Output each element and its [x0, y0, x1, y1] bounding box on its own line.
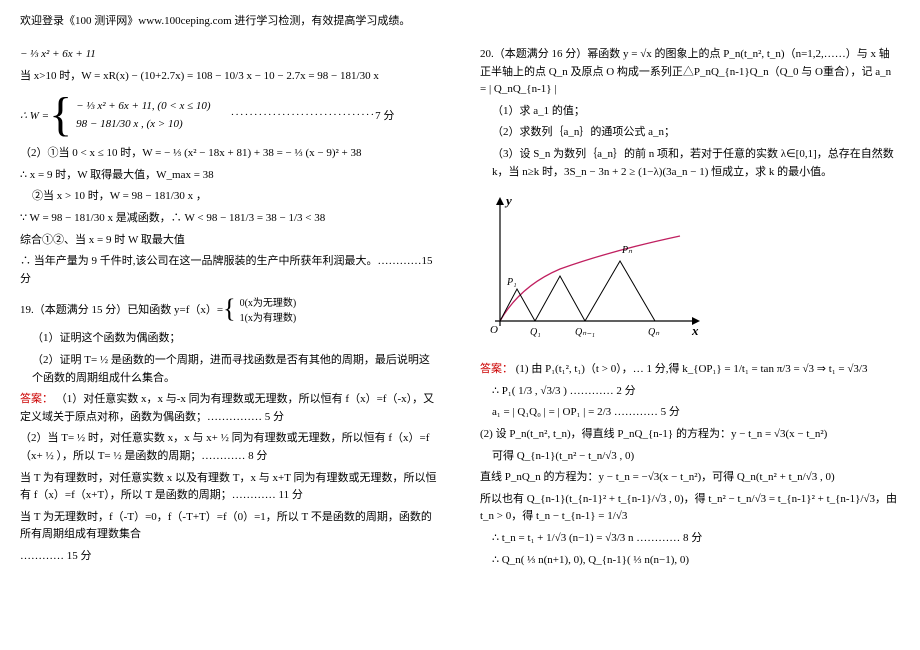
q19-line: 19.（本题满分 15 分）已知函数 y=f（x）= { 0(x为无理数) 1(… [20, 294, 440, 324]
label-y: y [504, 193, 512, 208]
triangle-1 [500, 289, 535, 321]
brace-row-2: 98 − 181/30 x , (x > 10) [76, 118, 210, 130]
q20-3: （3）设 S_n 为数列｛a_n｝的前 n 项和，若对于任意的实数 λ∈[0,1… [480, 146, 900, 181]
page-columns: − ⅓ x² + 6x + 11 当 x>10 时，W = xR(x) − (1… [20, 42, 900, 573]
q19-b1: 0(x为无理数) [240, 294, 297, 309]
r5: 可得 Q_{n-1}(t_n² − t_n/√3 , 0) [480, 448, 900, 466]
page-header: 欢迎登录《100 测评网》www.100ceping.com 进行学习检测，有效… [20, 12, 900, 28]
brace-lead: ∴ W = [20, 109, 49, 122]
q20: 20.（本题满分 16 分）幂函数 y = √x 的图象上的点 P_n(t_n²… [480, 46, 900, 99]
l2a: （2）①当 0 < x ≤ 10 时，W = − ⅓ (x² − 18x + 8… [20, 145, 440, 163]
label-x: x [691, 323, 699, 338]
q20-2: （2）求数列｛a_n｝的通项公式 a_n； [480, 124, 900, 142]
right-column: 20.（本题满分 16 分）幂函数 y = √x 的图象上的点 P_n(t_n²… [480, 42, 900, 573]
brace-content: − ⅓ x² + 6x + 11, (0 < x ≤ 10) 98 − 181/… [76, 94, 210, 136]
r2: ∴ P₁( 1/3 , √3/3 ) ………… 2 分 [480, 383, 900, 401]
l1: 当 x>10 时，W = xR(x) − (10+2.7x) = 108 − 1… [20, 68, 440, 86]
dots-7: ······························· [231, 109, 376, 121]
ans-1: 答案： （1）对任意实数 x，x 与-x 同为有理数或无理数，所以恒有 f（x）… [20, 391, 440, 426]
r8: ∴ t_n = t₁ + 1/√3 (n−1) = √3/3 n ………… 8 … [480, 530, 900, 548]
l2f: ∴ 当年产量为 9 千件时,该公司在这一品牌服装的生产中所获年利润最大。…………… [20, 253, 440, 288]
q19-text: 19.（本题满分 15 分）已知函数 y=f（x）= [20, 301, 223, 317]
q19-b2: 1(x为有理数) [240, 309, 297, 324]
r3: a₁ = | Q₁Q₀ | = | OP₁ | = 2/3 ………… 5 分 [480, 404, 900, 422]
q19-p1: （1）证明这个函数为偶函数； [20, 330, 440, 348]
triangle-graph: O y x Q₁ Qₙ₋₁ Qₙ P₁ Pₙ [480, 191, 900, 351]
a4: 当 T 为无理数时，f（-T）=0，f（-T+T）=f（0）=1，所以 T 不是… [20, 509, 440, 544]
big-brace: { [49, 91, 72, 139]
triangle-3 [585, 261, 655, 321]
label-P1: P₁ [506, 277, 517, 288]
a1-text: （1）对任意实数 x，x 与-x 同为有理数或无理数，所以恒有 f（x）=f（-… [20, 393, 434, 423]
r7: 所以也有 Q_{n-1}(t_{n-1}² + t_{n-1}/√3 , 0)，… [480, 491, 900, 526]
r6: 直线 P_nQ_n 的方程为：y − t_n = −√3(x − t_n²)，可… [480, 469, 900, 487]
label-Qn: Qₙ [648, 327, 660, 338]
q20-1: （1）求 a_1 的值； [480, 103, 900, 121]
r1: 答案： (1) 由 P₁(t₁², t₁)（t > 0），… 1 分,得 k_{… [480, 361, 900, 379]
answer-label: 答案： [20, 393, 53, 405]
label-Qn1: Qₙ₋₁ [575, 327, 595, 338]
score-7: 7 分 [375, 107, 394, 123]
a5: ………… 15 分 [20, 548, 440, 566]
graph-svg: O y x Q₁ Qₙ₋₁ Qₙ P₁ Pₙ [480, 191, 710, 351]
triangle-2 [535, 276, 585, 321]
label-Q1: Q₁ [530, 327, 541, 338]
curve [500, 236, 680, 321]
y-arrow [496, 197, 504, 205]
brace-row-1: − ⅓ x² + 6x + 11, (0 < x ≤ 10) [76, 100, 210, 112]
r1-text: (1) 由 P₁(t₁², t₁)（t > 0），… 1 分,得 k_{OP₁}… [516, 363, 868, 375]
answer-label-r: 答案： [480, 363, 513, 375]
left-column: − ⅓ x² + 6x + 11 当 x>10 时，W = xR(x) − (1… [20, 42, 440, 573]
q19-brace: { [223, 296, 235, 322]
r9: ∴ Q_n( ⅓ n(n+1), 0), Q_{n-1}( ⅓ n(n−1), … [480, 552, 900, 570]
q19-brace-content: 0(x为无理数) 1(x为有理数) [240, 294, 297, 324]
a2: （2）当 T= ½ 时，对任意实数 x，x 与 x+ ½ 同为有理数或无理数，所… [20, 430, 440, 465]
l2e: 综合①②、当 x = 9 时 W 取最大值 [20, 232, 440, 250]
piecewise-w: ∴ W = { − ⅓ x² + 6x + 11, (0 < x ≤ 10) 9… [20, 91, 440, 139]
l2b: ∴ x = 9 时，W 取得最大值，W_max = 38 [20, 167, 440, 185]
q19-p2: （2）证明 T= ½ 是函数的一个周期，进而寻找函数是否有其他的周期，最后说明这… [20, 352, 440, 387]
label-O: O [490, 324, 498, 336]
eq-top: − ⅓ x² + 6x + 11 [20, 46, 440, 64]
l2c: ②当 x > 10 时，W = 98 − 181/30 x ， [20, 188, 440, 206]
label-Pn: Pₙ [621, 245, 633, 256]
l2d: ∵ W = 98 − 181/30 x 是减函数，∴ W < 98 − 181/… [20, 210, 440, 228]
r4: (2) 设 P_n(t_n², t_n)，得直线 P_nQ_{n-1} 的方程为… [480, 426, 900, 444]
a3: 当 T 为有理数时，对任意实数 x 以及有理数 T，x 与 x+T 同为有理数或… [20, 470, 440, 505]
